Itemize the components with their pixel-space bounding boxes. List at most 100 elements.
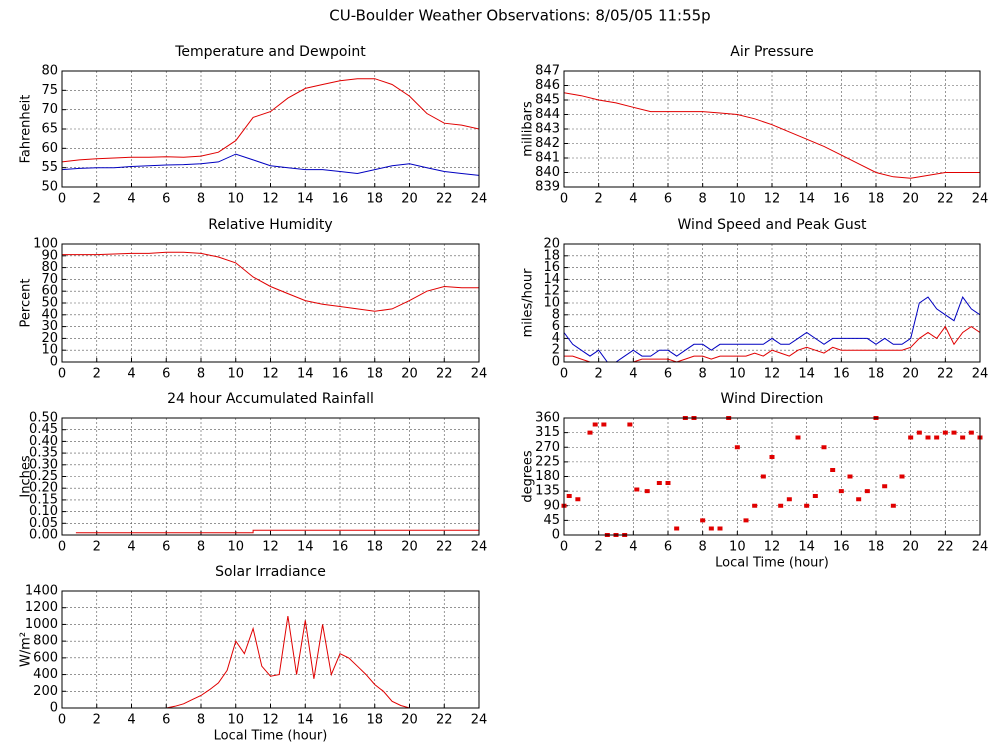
y-tick-label: 0.50	[29, 411, 58, 426]
data-point	[587, 430, 593, 435]
x-axis-label: Local Time (hour)	[715, 556, 829, 571]
data-line	[75, 529, 479, 534]
x-tick-label: 18	[366, 367, 383, 382]
y-tick-label: 0.25	[29, 469, 58, 484]
y-tick-label: 840	[535, 165, 560, 180]
y-tick-label: 90	[543, 498, 560, 513]
x-tick-label: 18	[868, 192, 885, 207]
x-tick-label: 4	[629, 192, 637, 207]
y-tick-label: 0.05	[29, 516, 58, 531]
data-point	[634, 487, 640, 492]
data-point	[734, 445, 740, 450]
x-tick-label: 16	[833, 540, 850, 555]
y-tick-label: 4	[552, 331, 560, 346]
x-tick-label: 22	[436, 192, 453, 207]
y-tick-label: 180	[535, 469, 560, 484]
y-tick-label: 10	[543, 296, 560, 311]
data-point	[592, 422, 598, 427]
data-point	[760, 474, 766, 479]
data-point	[566, 494, 572, 498]
data-point	[665, 481, 671, 485]
chart-title: Relative Humidity	[208, 217, 332, 233]
x-tick-label: 6	[162, 367, 170, 382]
x-tick-label: 22	[436, 713, 453, 728]
y-tick-label: 1200	[25, 600, 58, 615]
x-tick-label: 18	[366, 713, 383, 728]
x-tick-label: 6	[162, 713, 170, 728]
x-tick-label: 6	[162, 192, 170, 207]
y-tick-label: 844	[535, 107, 560, 122]
y-axis-label: Inches	[19, 455, 34, 497]
y-tick-label: 842	[535, 136, 560, 151]
plot-frame	[61, 590, 480, 709]
y-tick-label: 70	[41, 272, 58, 287]
y-tick-label: 0.35	[29, 446, 58, 461]
y-tick-label: 60	[41, 284, 58, 299]
chart-title: Temperature and Dewpoint	[174, 44, 366, 60]
y-tick-label: 2	[552, 343, 560, 358]
x-tick-label: 8	[197, 192, 205, 207]
chart-title: Air Pressure	[730, 44, 813, 60]
y-tick-label: 600	[33, 650, 58, 665]
y-tick-label: 0	[50, 701, 58, 716]
y-tick-label: 1000	[25, 617, 58, 632]
x-tick-label: 18	[868, 540, 885, 555]
data-point	[847, 474, 853, 479]
plot-frame	[61, 70, 480, 188]
data-line	[62, 251, 479, 312]
data-point	[674, 526, 680, 531]
x-tick-label: 2	[595, 367, 603, 382]
x-tick-label: 10	[227, 540, 244, 555]
x-tick-label: 24	[972, 367, 989, 382]
x-tick-label: 8	[699, 192, 707, 207]
x-tick-label: 14	[798, 540, 815, 555]
x-tick-label: 10	[227, 713, 244, 728]
x-tick-label: 10	[227, 367, 244, 382]
data-point	[812, 494, 818, 498]
data-point	[644, 489, 650, 494]
data-point	[864, 489, 870, 494]
data-point	[908, 435, 914, 440]
x-tick-label: 2	[93, 367, 101, 382]
x-axis-label: Local Time (hour)	[214, 729, 328, 744]
y-tick-label: 50	[41, 180, 58, 195]
y-tick-label: 55	[41, 160, 58, 175]
x-tick-label: 4	[127, 713, 135, 728]
data-point	[717, 526, 723, 531]
data-point	[795, 435, 801, 440]
x-tick-label: 8	[699, 540, 707, 555]
x-tick-label: 24	[972, 540, 989, 555]
data-point	[942, 430, 948, 435]
x-tick-label: 0	[560, 192, 568, 207]
y-tick-label: 400	[33, 667, 58, 682]
y-tick-label: 30	[41, 319, 58, 334]
x-tick-label: 0	[58, 192, 66, 207]
x-tick-label: 24	[471, 367, 488, 382]
y-axis-label: Fahrenheit	[19, 95, 34, 164]
plot-frame	[61, 417, 480, 536]
y-tick-label: 200	[33, 684, 58, 699]
x-tick-label: 6	[162, 540, 170, 555]
x-tick-label: 10	[729, 192, 746, 207]
y-tick-label: 50	[41, 296, 58, 311]
x-tick-label: 16	[833, 367, 850, 382]
x-tick-label: 10	[729, 540, 746, 555]
x-tick-label: 8	[197, 713, 205, 728]
x-tick-label: 2	[93, 540, 101, 555]
y-tick-label: 10	[41, 343, 58, 358]
x-tick-label: 16	[332, 713, 349, 728]
x-tick-label: 14	[798, 367, 815, 382]
data-point	[708, 526, 714, 531]
x-tick-label: 10	[729, 367, 746, 382]
x-tick-label: 20	[902, 367, 919, 382]
y-tick-label: 40	[41, 307, 58, 322]
y-tick-label: 0	[552, 528, 560, 543]
y-tick-label: 65	[41, 122, 58, 137]
data-point	[601, 422, 607, 427]
y-tick-label: 80	[41, 64, 58, 79]
x-tick-label: 0	[58, 540, 66, 555]
x-tick-label: 14	[297, 367, 314, 382]
x-tick-label: 12	[764, 192, 781, 207]
x-tick-label: 4	[127, 192, 135, 207]
data-point	[769, 455, 775, 459]
